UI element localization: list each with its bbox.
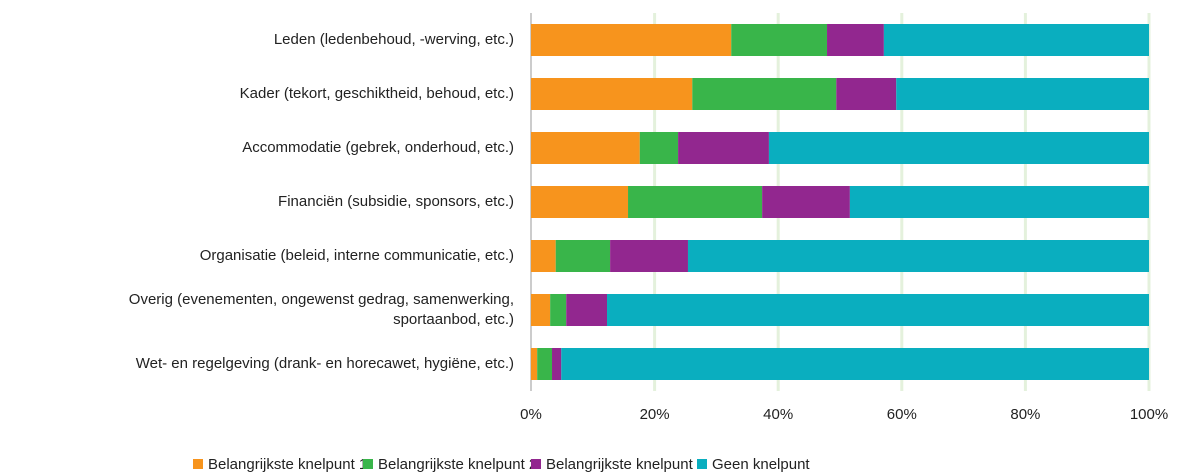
x-tick-label: 100% xyxy=(1130,406,1168,423)
x-tick-label: 0% xyxy=(520,406,542,423)
x-tick-label: 40% xyxy=(763,406,793,423)
y-tick-label: Leden (ledenbehoud, -werving, etc.) xyxy=(274,31,514,48)
y-tick-label: Financiën (subsidie, sponsors, etc.) xyxy=(278,193,514,210)
bar-segment xyxy=(692,78,837,110)
y-tick-label: Accommodatie (gebrek, onderhoud, etc.) xyxy=(242,139,514,156)
x-tick-label: 20% xyxy=(640,406,670,423)
bar-segment xyxy=(639,132,679,164)
bar-segment xyxy=(550,294,567,326)
legend-label: Geen knelpunt xyxy=(712,456,810,473)
bar-segment xyxy=(531,294,551,326)
legend-swatch xyxy=(697,459,707,469)
y-tick-label: Wet- en regelgeving (drank- en horecawet… xyxy=(136,355,514,372)
bar-segment xyxy=(827,24,884,56)
bar-segment xyxy=(896,78,1149,110)
legend-swatch xyxy=(193,459,203,469)
bar-segment xyxy=(731,24,828,56)
bar-segment xyxy=(762,186,850,218)
bar-segment xyxy=(531,78,693,110)
x-tick-label: 80% xyxy=(1010,406,1040,423)
legend-label: Belangrijkste knelpunt 3 xyxy=(546,456,705,473)
legend-label: Belangrijkste knelpunt 1 xyxy=(208,456,367,473)
legend-swatch xyxy=(363,459,373,469)
bar-segment xyxy=(678,132,769,164)
bar-segment xyxy=(531,186,629,218)
x-tick-label: 60% xyxy=(887,406,917,423)
bar-segment xyxy=(555,240,611,272)
bar-segment xyxy=(552,348,562,380)
bar-segment xyxy=(687,240,1149,272)
bar-segment xyxy=(561,348,1149,380)
legend-label: Belangrijkste knelpunt 2 xyxy=(378,456,537,473)
bar-segment xyxy=(836,78,897,110)
bar-segment xyxy=(566,294,608,326)
bar-segment xyxy=(768,132,1149,164)
y-tick-label: Organisatie (beleid, interne communicati… xyxy=(200,247,514,264)
legend-swatch xyxy=(531,459,541,469)
bar-segment xyxy=(531,240,556,272)
bar-segment xyxy=(607,294,1149,326)
bar-segment xyxy=(531,24,732,56)
y-tick-label: Kader (tekort, geschiktheid, behoud, etc… xyxy=(240,85,514,102)
y-tick-label: sportaanbod, etc.) xyxy=(393,311,514,328)
bar-segment xyxy=(531,348,538,380)
bar-segment xyxy=(537,348,553,380)
bar-segment xyxy=(883,24,1149,56)
bar-segment xyxy=(610,240,688,272)
bar-segment xyxy=(531,132,640,164)
bar-segment xyxy=(849,186,1149,218)
y-tick-label: Overig (evenementen, ongewenst gedrag, s… xyxy=(129,291,514,308)
bar-segment xyxy=(628,186,763,218)
